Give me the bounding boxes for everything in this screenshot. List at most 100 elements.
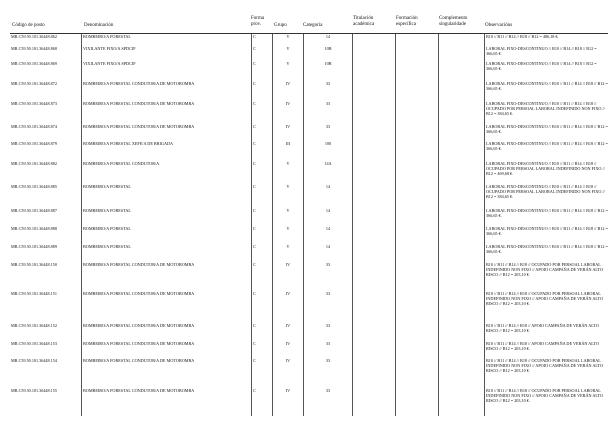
row-forma: C (253, 262, 256, 267)
row-code: MR.C59.50.101.36448.153 (11, 341, 57, 346)
row-forma: C (253, 184, 256, 189)
row-observacions: LABORAL FIXO-DESCONTINUO // B10 // B11 /… (486, 244, 608, 254)
row-forma: C (253, 46, 256, 51)
row-forma: C (253, 226, 256, 231)
row-code: MR.C59.50.101.36448.889 (11, 244, 57, 249)
row-denominacion: BOMBEIRO/A FORESTAL (83, 34, 131, 39)
row-observacions: LABORAL FIXO-DESCONTINUO // B10 // B11 /… (486, 208, 608, 218)
row-code: MR.C59.50.101.36448.155 (11, 388, 57, 393)
header-complemento: Complemento singularidade (439, 16, 468, 27)
column-divider (251, 34, 252, 416)
row-denominacion: BOMBEIRO/A FORESTAL (83, 184, 131, 189)
row-forma: C (253, 341, 256, 346)
row-grupo: V (286, 226, 290, 231)
row-code: MR.C59.50.101.36448.862 (11, 34, 57, 39)
row-forma: C (253, 124, 256, 129)
row-forma: C (253, 101, 256, 106)
row-code: MR.C59.50.101.36448.150 (11, 262, 57, 267)
row-denominacion: BOMBEIRO/A FORESTAL CONDUTOR/A DE MOTOBO… (83, 388, 195, 393)
row-observacions: B10 // B11 // B14 // B18 // APOIO CAMPAÑ… (486, 323, 599, 333)
row-denominacion: BOMBEIRO/A FORESTAL CONDUTOR/A DE MOTOBO… (83, 124, 195, 129)
row-denominacion: BOMBEIRO/A FORESTAL CONDUTOR/A (83, 161, 160, 166)
row-observacions: B10 // B11 // B14 // B18 // OCUPADO POR … (486, 262, 604, 277)
header-codigo: Código de posto (12, 23, 45, 28)
row-categoria: 14 (325, 208, 331, 213)
header-denominacion: Denominación (84, 23, 114, 28)
row-observacions: B10 // B11 // B14 // B18 // APOIO CAMPAÑ… (486, 341, 599, 351)
column-divider (395, 34, 396, 416)
column-divider (303, 34, 304, 416)
column-divider (438, 34, 439, 416)
row-grupo: V (286, 184, 290, 189)
row-categoria: 33 (325, 262, 331, 267)
row-grupo: IV (285, 388, 291, 393)
row-categoria: 33 (325, 388, 331, 393)
row-forma: C (253, 388, 256, 393)
row-categoria: 14 (325, 244, 331, 249)
row-denominacion: BOMBEIRO/A FORESTAL (83, 208, 131, 213)
row-categoria: 33 (325, 341, 331, 346)
column-divider (484, 34, 485, 416)
row-code: MR.C59.50.101.36448.152 (11, 323, 57, 328)
row-categoria: 33 (325, 358, 331, 363)
row-forma: C (253, 81, 256, 86)
row-categoria: 10B (324, 61, 332, 66)
row-grupo: V (286, 208, 290, 213)
row-grupo: V (286, 46, 290, 51)
row-observacions: LABORAL FIXO-DESCONTINUO // B10 // B11 /… (486, 141, 608, 151)
row-code: MR.C59.50.101.36448.888 (11, 226, 57, 231)
header-formacion: Formación específica (396, 16, 418, 27)
row-denominacion: VIXILANTE FIXO/A SPDCIF (83, 61, 136, 66)
row-grupo: IV (285, 101, 291, 106)
row-code: MR.C59.50.101.36448.154 (11, 358, 57, 363)
row-code: MR.C59.50.101.36448.872 (11, 81, 57, 86)
row-code: MR.C59.50.101.36448.868 (11, 46, 57, 51)
row-observacions: LABORAL FIXO-DESCONTINUO // B10 // B11 /… (486, 101, 605, 116)
row-grupo: IV (285, 358, 291, 363)
row-forma: C (253, 208, 256, 213)
header-forma: Forma prov. (251, 16, 265, 27)
row-grupo: IV (285, 291, 291, 296)
row-forma: C (253, 34, 256, 39)
row-code: MR.C59.50.101.36448.869 (11, 61, 57, 66)
column-divider (352, 34, 353, 416)
row-denominacion: BOMBEIRO/A FORESTAL CONDUTOR/A DE MOTOBO… (83, 81, 195, 86)
row-denominacion: BOMBEIRO/A FORESTAL CONDUTOR/A DE MOTOBO… (83, 358, 195, 363)
row-observacions: LABORAL FIXO-DESCONTINUO // B10 // B11 /… (486, 81, 608, 91)
row-observacions: LABORAL FIXO-DESCONTINUO // B10 // B11 /… (486, 124, 608, 134)
row-grupo: III (285, 141, 291, 146)
row-categoria: 14 (325, 34, 331, 39)
row-categoria: 33 (325, 124, 331, 129)
row-denominacion: BOMBEIRO/A FORESTAL CONDUTOR/A DE MOTOBO… (83, 341, 195, 346)
column-divider (272, 34, 273, 416)
row-code: MR.C59.50.101.36448.151 (11, 291, 57, 296)
header-observacions: Observacións (485, 23, 513, 28)
row-observacions: LABORAL FIXO-DESCONTINUO // B10 // B11 /… (486, 184, 605, 199)
row-categoria: 14 (325, 226, 331, 231)
header-titulacion: Titulación académica (353, 16, 375, 27)
row-grupo: V (286, 161, 290, 166)
row-observacions: B10 // B11 // B14 // B18 // OCUPADO POR … (486, 291, 604, 306)
row-code: MR.C59.50.101.36448.887 (11, 208, 57, 213)
row-observacions: B10 // B11 // B14 // B18 // OCUPADO POR … (486, 358, 604, 373)
row-categoria: 33 (325, 81, 331, 86)
row-grupo: V (286, 244, 290, 249)
row-denominacion: BOMBEIRO/A FORESTAL (83, 226, 131, 231)
row-denominacion: BOMBEIRO/A FORESTAL CONDUTOR/A DE MOTOBO… (83, 323, 195, 328)
row-denominacion: VIXILANTE FIXO/A SPDCIF (83, 46, 136, 51)
row-forma: C (253, 161, 256, 166)
row-code: MR.C59.50.101.36448.882 (11, 161, 57, 166)
row-forma: C (253, 358, 256, 363)
row-code: MR.C59.50.101.36448.879 (11, 141, 57, 146)
row-observacions: LABORAL FIXO-DESCONTINUO // B10 // B11 /… (486, 161, 605, 176)
row-code: MR.C59.50.101.36448.874 (11, 124, 57, 129)
row-categoria: 10B (324, 46, 332, 51)
row-categoria: 33 (325, 323, 331, 328)
row-grupo: IV (285, 124, 291, 129)
column-divider (81, 34, 82, 416)
row-categoria: 33 (325, 101, 331, 106)
header-divider (10, 33, 608, 34)
row-forma: C (253, 291, 256, 296)
row-categoria: 14A (324, 161, 332, 166)
row-grupo: IV (285, 323, 291, 328)
